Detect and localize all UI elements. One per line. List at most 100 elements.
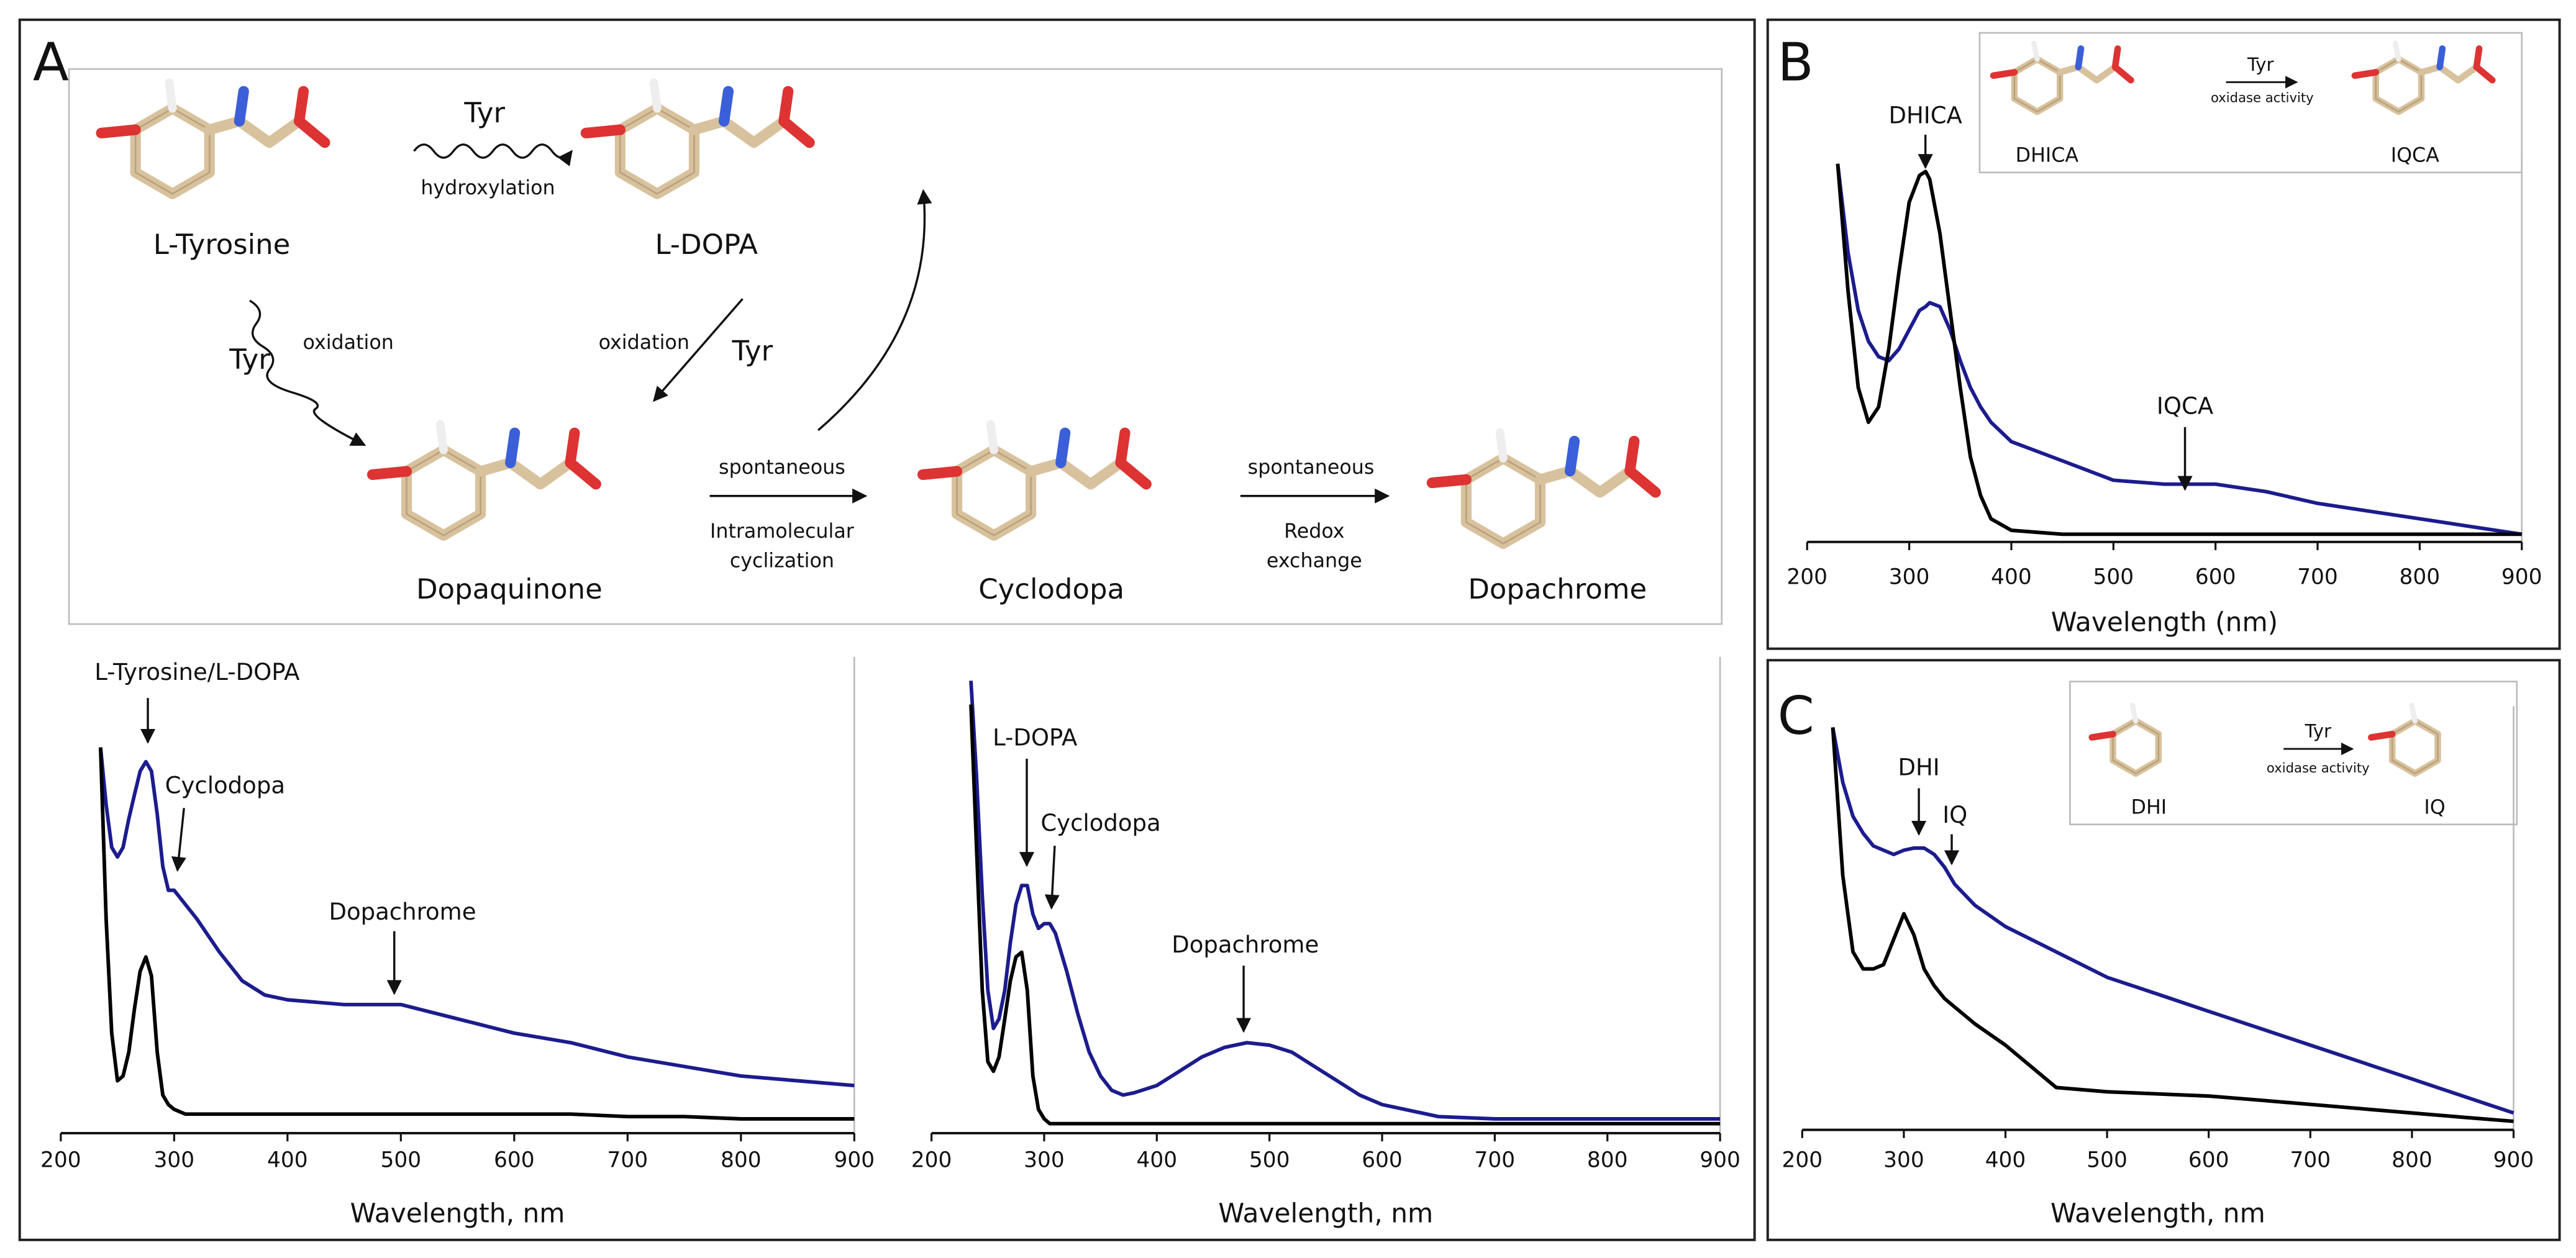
molecule-bond bbox=[986, 420, 998, 455]
arrow bbox=[653, 298, 744, 402]
x-tick-label: 600 bbox=[2195, 565, 2236, 590]
x-tick-label: 200 bbox=[1786, 565, 1827, 590]
inset-product: IQCA bbox=[2391, 144, 2439, 166]
panel-label: B bbox=[1778, 31, 1814, 93]
x-tick-label: 700 bbox=[1475, 1147, 1516, 1172]
x-tick-label: 500 bbox=[1249, 1147, 1290, 1172]
x-tick-label: 900 bbox=[2501, 565, 2542, 590]
molecule-bond bbox=[294, 115, 330, 148]
x-tick-label: 600 bbox=[1362, 1147, 1403, 1172]
x-tick-label: 700 bbox=[2297, 565, 2338, 590]
x-tick-label: 800 bbox=[2400, 565, 2441, 590]
molecule-chain bbox=[688, 115, 790, 148]
x-tick-label: 800 bbox=[2392, 1147, 2433, 1172]
molecule-bond bbox=[2075, 45, 2085, 71]
panel-c-frame bbox=[1766, 659, 2561, 1241]
x-tick-label: 600 bbox=[2188, 1147, 2229, 1172]
molecule-bond bbox=[2392, 40, 2401, 62]
annotation: Dopachrome bbox=[329, 898, 476, 925]
scheme-box bbox=[68, 68, 1723, 625]
molecule-bond bbox=[1055, 427, 1071, 468]
molecule-chain bbox=[1534, 465, 1636, 498]
molecule-bond bbox=[2088, 730, 2116, 741]
step-label: cyclization bbox=[730, 550, 834, 572]
molecule-bond bbox=[96, 124, 141, 138]
molecule-bond bbox=[917, 466, 963, 480]
spectrum-line bbox=[1831, 726, 2515, 1115]
molecule-bond bbox=[580, 124, 626, 138]
molecule-bond bbox=[2111, 63, 2134, 84]
molecule-bond bbox=[435, 420, 448, 455]
step-label: Tyr bbox=[229, 343, 270, 376]
spectrum-line bbox=[1836, 163, 2523, 536]
annotation-arrow bbox=[171, 808, 186, 872]
molecule-bond bbox=[505, 427, 521, 468]
molecule-bond bbox=[778, 115, 815, 148]
compound-label: L-Tyrosine bbox=[153, 228, 290, 261]
molecule-bond bbox=[718, 86, 734, 127]
step-label: Tyr bbox=[732, 335, 773, 368]
x-tick-label: 400 bbox=[267, 1147, 308, 1172]
inset-box bbox=[2069, 681, 2518, 826]
annotation: DHICA bbox=[1888, 102, 1962, 129]
inset-box bbox=[1978, 32, 2523, 174]
molecule-bond bbox=[1115, 457, 1152, 490]
annotation: IQ bbox=[1942, 802, 1967, 828]
x-tick-label: 400 bbox=[1985, 1147, 2026, 1172]
spectrum-line bbox=[1836, 163, 2522, 536]
step-label: Redox bbox=[1284, 520, 1344, 543]
molecule-chain bbox=[204, 115, 305, 148]
molecule-bond bbox=[2436, 45, 2446, 71]
molecule-bond bbox=[2351, 69, 2380, 79]
arrow bbox=[413, 143, 573, 166]
x-tick-label: 500 bbox=[381, 1147, 422, 1172]
molecule-bond bbox=[2129, 702, 2139, 724]
x-axis-label: Wavelength, nm bbox=[2050, 1198, 2265, 1229]
spectrum-line bbox=[1831, 727, 2514, 1123]
step-label: Intramolecular bbox=[710, 520, 855, 543]
panel-b-frame bbox=[1766, 18, 2561, 650]
molecule-bond bbox=[1495, 428, 1508, 463]
molecule-chain bbox=[1026, 457, 1126, 490]
x-tick-label: 600 bbox=[494, 1147, 535, 1172]
x-tick-label: 900 bbox=[2493, 1147, 2534, 1172]
panel-label: C bbox=[1778, 685, 1814, 746]
annotation: L-Tyrosine/L-DOPA bbox=[94, 659, 300, 686]
molecule-bond bbox=[165, 78, 177, 113]
molecule-bond bbox=[2031, 40, 2040, 62]
molecule-bond bbox=[2473, 63, 2496, 84]
x-tick-label: 700 bbox=[607, 1147, 648, 1172]
x-tick-label: 200 bbox=[911, 1147, 952, 1172]
compound-label: L-DOPA bbox=[655, 228, 758, 261]
step-label: oxidation bbox=[599, 332, 690, 354]
compound-label: Cyclodopa bbox=[978, 572, 1124, 605]
x-tick-label: 300 bbox=[154, 1147, 195, 1172]
inset-activity: oxidase activity bbox=[2211, 90, 2314, 106]
x-tick-label: 400 bbox=[1991, 565, 2032, 590]
molecule-bond bbox=[366, 466, 412, 480]
step-label: hydroxylation bbox=[421, 177, 555, 199]
molecule-bond bbox=[2368, 730, 2396, 741]
x-tick-label: 300 bbox=[1889, 565, 1930, 590]
panel-a-frame bbox=[18, 18, 1756, 1241]
arrow bbox=[249, 299, 366, 446]
inset-reactant: DHICA bbox=[2016, 144, 2079, 166]
annotation: Dopachrome bbox=[1172, 931, 1319, 958]
x-axis-label: Wavelength, nm bbox=[1218, 1198, 1433, 1229]
x-tick-label: 900 bbox=[834, 1147, 875, 1172]
annotation: DHI bbox=[1898, 754, 1939, 781]
molecule-bond bbox=[649, 78, 662, 113]
x-tick-label: 700 bbox=[2290, 1147, 2331, 1172]
molecule-bond bbox=[565, 457, 601, 490]
spectrum-line bbox=[98, 747, 855, 1121]
step-label: exchange bbox=[1267, 550, 1362, 572]
x-tick-label: 800 bbox=[1587, 1147, 1628, 1172]
molecule-bond bbox=[1990, 69, 2018, 79]
annotation: Cyclodopa bbox=[165, 772, 285, 799]
molecule-bond bbox=[1565, 435, 1580, 477]
x-tick-label: 200 bbox=[1782, 1147, 1823, 1172]
annotation-arrow bbox=[1044, 846, 1060, 910]
molecule-bond bbox=[234, 86, 249, 127]
